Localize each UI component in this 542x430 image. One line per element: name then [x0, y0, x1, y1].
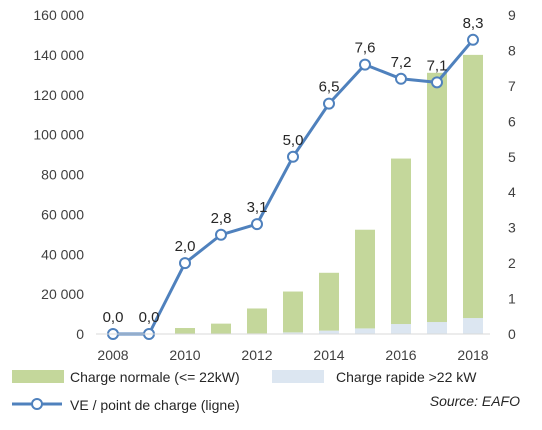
legend-label-line: VE / point de charge (ligne)	[70, 397, 240, 413]
line-point-2015	[359, 58, 371, 71]
bar-normale-2012	[247, 308, 267, 334]
line-point-2010	[179, 257, 191, 270]
legend-swatch-normal	[12, 370, 64, 383]
line-point-2018	[467, 33, 479, 46]
y-left-tick-label: 20 000	[41, 286, 84, 302]
bar-normale-2014	[319, 272, 339, 331]
axes-layer: 0 20 000 40 000 60 000 80 000 100 000 120 000 1…	[33, 7, 516, 363]
y-left-tick-label: 40 000	[41, 246, 84, 262]
line-point-2011	[215, 228, 227, 241]
bar-normale-2010	[175, 328, 195, 334]
bar-rapide-2015	[355, 328, 375, 334]
bar-rapide-2013	[283, 332, 303, 334]
data-label-2009: 0,0	[139, 309, 160, 326]
legend-swatch-rapide	[272, 370, 324, 383]
y-right-tick-label: 3	[508, 220, 516, 236]
legend: Charge normale (<= 22kW) Charge rapide >…	[12, 369, 520, 413]
series-line-ve-point	[113, 38, 475, 336]
data-label-2018: 8,3	[463, 15, 484, 32]
y-left-tick-label: 160 000	[33, 7, 84, 23]
legend-line-marker	[31, 398, 43, 410]
x-tick-label: 2018	[457, 347, 488, 363]
data-label-2011: 2,8	[211, 210, 232, 227]
y-left-tick-label: 80 000	[41, 167, 84, 183]
data-label-2015: 7,6	[355, 40, 376, 57]
x-tick-label: 2012	[241, 347, 272, 363]
data-label-2016: 7,2	[391, 54, 412, 71]
y-right-tick-label: 8	[508, 42, 516, 58]
data-label-2012: 3,1	[247, 199, 268, 216]
line-point-2014	[323, 97, 335, 110]
source-note: Source: EAFO	[430, 393, 520, 409]
y-left-tick-label: 0	[76, 326, 84, 342]
line-point-2013	[287, 150, 299, 163]
bars-layer	[175, 54, 483, 334]
data-label-2010: 2,0	[175, 238, 196, 255]
y-right-tick-label: 1	[508, 291, 516, 307]
y-right-tick-label: 0	[508, 326, 516, 342]
x-tick-label: 2014	[313, 347, 344, 363]
y-right-tick-label: 7	[508, 78, 516, 94]
line-point-2017	[431, 76, 443, 89]
legend-label-rapide: Charge rapide >22 kW	[336, 369, 477, 385]
y-right-tick-label: 9	[508, 7, 516, 23]
bar-normale-2016	[391, 158, 411, 325]
bar-normale-2011	[211, 323, 231, 334]
data-label-2017: 7,1	[427, 57, 448, 74]
x-tick-label: 2016	[385, 347, 416, 363]
y-right-tick-label: 6	[508, 113, 516, 129]
y-right-tick-label: 4	[508, 184, 516, 200]
y-left-tick-label: 140 000	[33, 47, 84, 63]
y-right-tick-label: 2	[508, 255, 516, 271]
y-left-tick-label: 60 000	[41, 206, 84, 222]
y-right-tick-label: 5	[508, 149, 516, 165]
bar-normale-2015	[355, 229, 375, 329]
x-tick-label: 2010	[169, 347, 200, 363]
data-label-2008: 0,0	[103, 309, 124, 326]
y-left-tick-label: 120 000	[33, 87, 84, 103]
bar-rapide-2018	[463, 318, 483, 334]
bar-rapide-2016	[391, 324, 411, 334]
line-point-2016	[395, 72, 407, 85]
legend-label-normal: Charge normale (<= 22kW)	[70, 369, 240, 385]
bar-rapide-2014	[319, 330, 339, 334]
bar-normale-2018	[463, 54, 483, 319]
line-layer	[107, 33, 479, 340]
data-label-2014: 6,5	[319, 79, 340, 96]
bar-rapide-2017	[427, 322, 447, 334]
data-labels-layer: 0,0 0,0 2,0 2,8 3,1 5,0 6,5 7,6 7,2 7,1 8,3	[103, 15, 484, 326]
x-tick-label: 2008	[97, 347, 128, 363]
bar-normale-2017	[427, 72, 447, 323]
y-left-tick-label: 100 000	[33, 127, 84, 143]
line-point-2012	[251, 218, 263, 231]
bar-normale-2013	[283, 291, 303, 333]
data-label-2013: 5,0	[283, 132, 304, 149]
